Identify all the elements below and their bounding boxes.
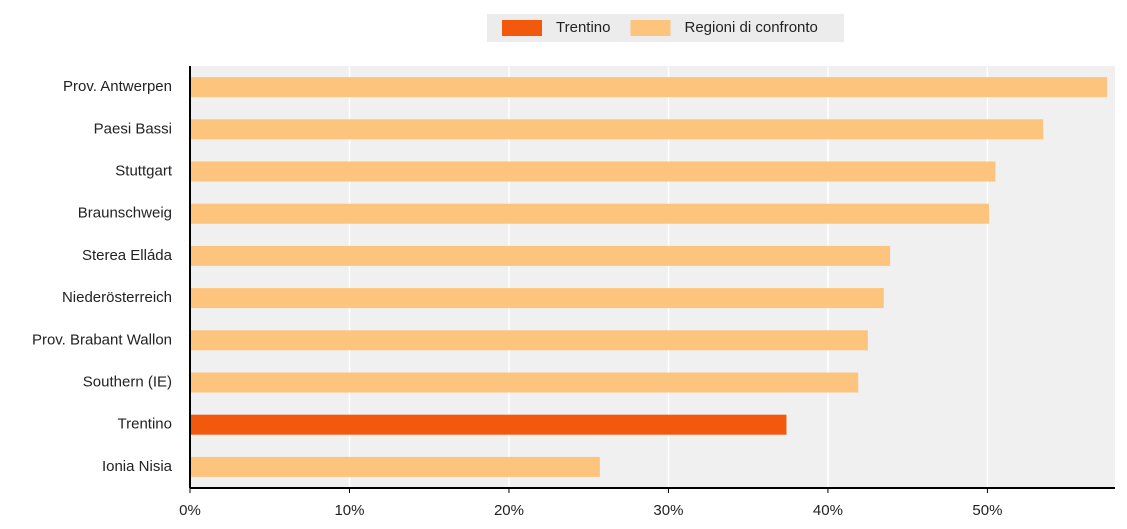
bar — [190, 119, 1044, 140]
y-tick-label: Paesi Bassi — [94, 120, 172, 137]
y-tick-label: Prov. Brabant Wallon — [32, 331, 172, 348]
y-tick-label: Trentino — [118, 416, 172, 433]
y-tick-label: Southern (IE) — [83, 373, 172, 390]
bar — [190, 245, 891, 266]
x-tick-label: 10% — [334, 502, 364, 519]
bar — [190, 330, 868, 351]
x-tick-label: 30% — [653, 502, 683, 519]
legend-swatch — [630, 20, 671, 36]
bar — [190, 288, 884, 309]
legend-label: Trentino — [556, 19, 610, 36]
bar — [190, 161, 996, 182]
x-tick-label: 20% — [494, 502, 524, 519]
y-tick-label: Niederösterreich — [62, 289, 172, 306]
y-tick-label: Ionia Nisia — [102, 458, 173, 475]
bar — [190, 456, 600, 477]
x-tick-label: 50% — [972, 502, 1002, 519]
y-tick-label: Prov. Antwerpen — [63, 78, 172, 95]
bar — [190, 414, 787, 435]
y-tick-label: Sterea Elláda — [82, 247, 173, 264]
bar — [190, 77, 1108, 98]
y-tick-label: Stuttgart — [115, 162, 173, 179]
bar — [190, 372, 859, 393]
legend-swatch — [502, 20, 542, 36]
legend-label: Regioni di confronto — [684, 19, 817, 36]
x-tick-label: 40% — [813, 502, 843, 519]
y-tick-label: Braunschweig — [78, 205, 172, 222]
x-tick-label: 0% — [179, 502, 201, 519]
bar — [190, 203, 990, 224]
